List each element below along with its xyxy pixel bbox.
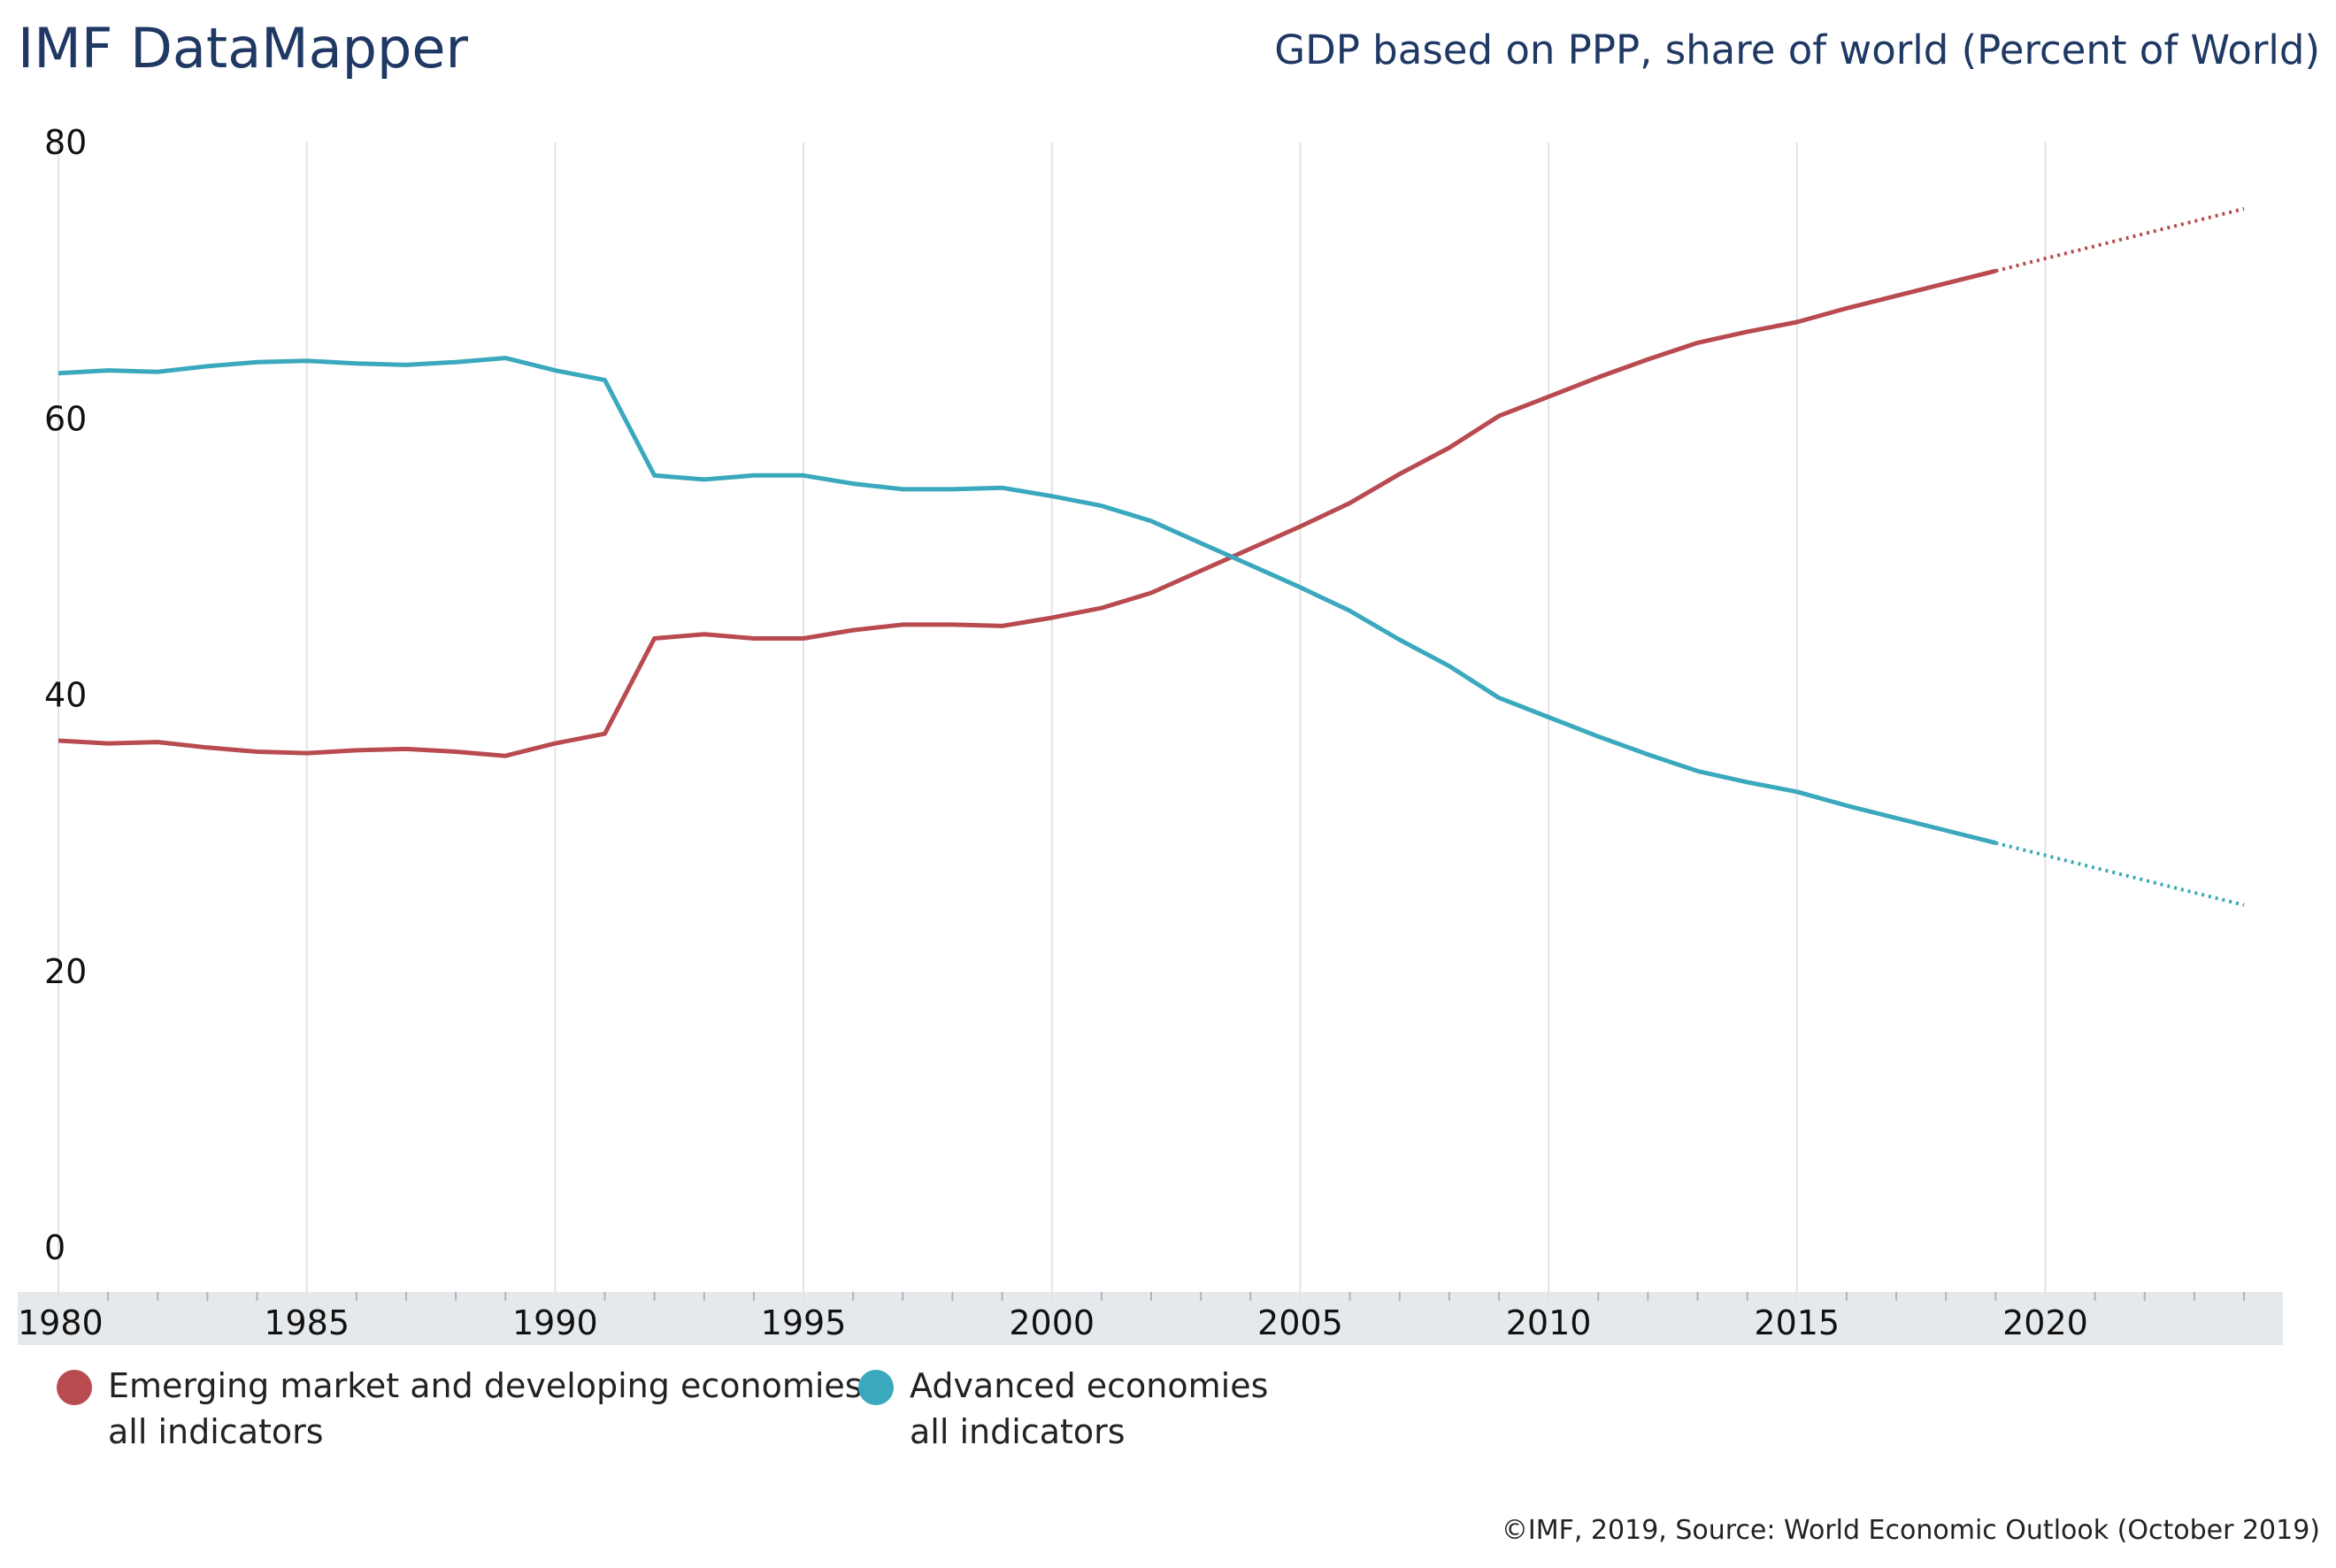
x-tick-label-1995: 1995 — [761, 1303, 847, 1342]
x-tick-label-1985: 1985 — [264, 1303, 350, 1342]
y-tick-label-0: 0 — [44, 1228, 65, 1267]
x-axis: 1980 1985 1990 1995 2000 2005 2010 2015 2020 — [18, 1303, 2088, 1342]
legend-label-line2: all indicators — [108, 1412, 324, 1451]
legend-item-advanced[interactable]: Advanced economies all indicators — [858, 1363, 1268, 1455]
y-axis: 0 20 40 60 80 — [44, 123, 87, 1267]
series-line-0 — [58, 268, 1996, 758]
y-tick-label-80: 80 — [44, 123, 87, 162]
chart-title: GDP based on PPP, share of world (Percen… — [1274, 27, 2320, 73]
grid-lines — [58, 142, 2047, 1301]
x-tick-label-2015: 2015 — [1754, 1303, 1840, 1342]
x-tick-label-2000: 2000 — [1009, 1303, 1095, 1342]
legend-dot-icon — [858, 1370, 894, 1405]
series-lines — [58, 206, 2245, 907]
y-tick-label-60: 60 — [44, 399, 87, 438]
x-tick-label-1990: 1990 — [512, 1303, 598, 1342]
x-tick-label-2005: 2005 — [1257, 1303, 1343, 1342]
y-tick-label-40: 40 — [44, 676, 87, 715]
y-tick-label-20: 20 — [44, 952, 87, 991]
series-projection-1 — [1994, 841, 2245, 907]
x-tick-label-2020: 2020 — [2002, 1303, 2088, 1342]
series-projection-0 — [1994, 206, 2245, 273]
source-credit: ©IMF, 2019, Source: World Economic Outlo… — [1501, 1515, 2320, 1546]
legend-label: Advanced economies all indicators — [910, 1363, 1268, 1455]
brand-title: IMF DataMapper — [18, 16, 469, 81]
x-tick-label-1980: 1980 — [18, 1303, 104, 1342]
legend-label-line1: Advanced economies — [910, 1366, 1269, 1405]
legend-dot-icon — [57, 1370, 92, 1405]
legend-label-line1: Emerging market and developing economies — [108, 1366, 863, 1405]
minor-ticks — [107, 1292, 2245, 1301]
legend-label: Emerging market and developing economies… — [108, 1363, 863, 1455]
series-line-1 — [58, 356, 1996, 846]
legend-label-line2: all indicators — [910, 1412, 1126, 1451]
x-tick-label-2010: 2010 — [1506, 1303, 1592, 1342]
legend-item-emerging[interactable]: Emerging market and developing economies… — [57, 1363, 863, 1455]
